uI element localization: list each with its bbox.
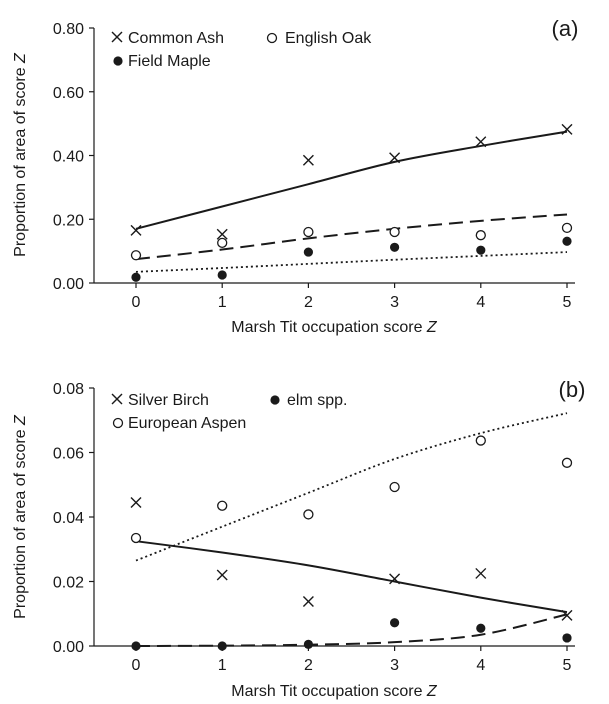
panel-b-x-tick-label: 1 xyxy=(218,657,227,674)
panel-a-fit-line-english-oak xyxy=(135,213,568,261)
panel-b-y-tick-label: 0.02 xyxy=(53,575,84,592)
legend-label-silver-birch: Silver Birch xyxy=(128,392,209,409)
panel-b-point-elm-spp xyxy=(131,641,141,651)
panel-b-point-european-aspen xyxy=(561,457,573,468)
panel-b-point-elm-spp xyxy=(303,639,313,649)
panel-b-point-european-aspen xyxy=(475,435,486,446)
panel-a-x-tick-label: 2 xyxy=(304,294,313,311)
panel-a-fit-line-field-maple xyxy=(135,251,568,273)
panel-b-x-axis-label: Marsh Tit occupation score Z xyxy=(231,683,438,700)
panel-b-point-elm-spp xyxy=(476,623,486,633)
legend-label-english-oak: English Oak xyxy=(285,30,372,47)
panel-b-fit-line-silver-birch xyxy=(135,540,568,614)
panel-a-point-field-maple xyxy=(303,247,313,257)
panel-a-point-common-ash xyxy=(475,136,487,148)
panel-b-legend: Silver Birch elm spp. European Aspen xyxy=(111,392,347,432)
panel-a-y-tick-label: 0.40 xyxy=(53,149,84,166)
panel-a-label: (a) xyxy=(552,16,579,41)
panel-b-y-tick-label: 0.06 xyxy=(53,446,84,463)
panel-a-x-tick-label: 5 xyxy=(563,294,572,311)
panel-a-x-axis-label: Marsh Tit occupation score Z xyxy=(231,319,438,336)
panel-b-y-axis-label: Proportion of area of score Z xyxy=(12,414,29,619)
panel-a-point-common-ash xyxy=(389,152,401,164)
panel-a-legend: Common Ash English Oak Field Maple xyxy=(111,30,372,70)
panel-b-point-silver-birch xyxy=(302,596,314,607)
legend-marker-silver-birch xyxy=(111,393,123,405)
legend-marker-elm xyxy=(270,395,280,405)
panel-b-point-silver-birch xyxy=(475,567,487,579)
panel-b-x-ticks: 0 1 2 3 4 5 xyxy=(132,646,572,674)
panel-b-fit-line-european-aspen xyxy=(135,412,568,562)
panel-b-x-tick-label: 3 xyxy=(390,657,399,674)
panel-b-point-silver-birch xyxy=(389,573,401,585)
legend-marker-field-maple xyxy=(113,56,123,66)
panel-a-x-tick-label: 3 xyxy=(390,294,399,311)
panel-b-fit-lines xyxy=(135,412,568,647)
panel-a-point-common-ash xyxy=(130,224,142,236)
panel-a-x-tick-label: 1 xyxy=(218,294,227,311)
panel-a-y-axis-label: Proportion of area of score Z xyxy=(12,52,29,257)
panel-a-points xyxy=(130,123,573,282)
panel-a-point-common-ash xyxy=(302,154,314,166)
panel-a-y-tick-label: 0.60 xyxy=(53,85,84,102)
panel-a-point-field-maple xyxy=(217,270,227,280)
panel-a-x-ticks: 0 1 2 3 4 5 xyxy=(132,283,572,311)
legend-label-common-ash: Common Ash xyxy=(128,30,224,47)
panel-b-y-tick-label: 0.08 xyxy=(53,381,84,398)
legend-marker-english-oak xyxy=(266,32,278,44)
panel-a-point-english-oak xyxy=(303,226,314,238)
panel-b-point-silver-birch xyxy=(561,609,573,621)
panel-b-y-ticks: 0.00 0.02 0.04 0.06 0.08 xyxy=(53,381,94,656)
panel-b-y-tick-label: 0.00 xyxy=(53,639,84,656)
panel-a-y-ticks: 0.00 0.20 0.40 0.60 0.80 xyxy=(53,21,94,293)
panel-a-point-field-maple xyxy=(390,242,400,252)
panel-b-point-european-aspen xyxy=(389,481,400,493)
panel-a-point-common-ash xyxy=(561,123,573,135)
panel-b-y-tick-label: 0.04 xyxy=(53,510,84,527)
panel-b-points xyxy=(130,435,573,651)
panel-a-y-tick-label: 0.80 xyxy=(53,21,84,38)
panel-b: 0.00 0.02 0.04 0.06 0.08 0 1 2 3 4 5 (b) Marsh Ti… xyxy=(12,377,585,700)
panel-a-fit-line-common-ash xyxy=(135,130,568,230)
legend-label-elm: elm spp. xyxy=(287,392,347,409)
panel-a-point-field-maple xyxy=(131,272,141,282)
panel-a-point-english-oak xyxy=(389,226,400,238)
panel-b-x-tick-label: 4 xyxy=(476,657,485,674)
legend-marker-european-aspen xyxy=(112,417,124,429)
panel-a-x-tick-label: 0 xyxy=(132,294,141,311)
panel-b-point-european-aspen xyxy=(217,500,228,511)
panel-b-point-silver-birch xyxy=(130,496,142,508)
panel-b-point-european-aspen xyxy=(303,509,314,520)
panel-a-point-english-oak xyxy=(475,230,486,241)
panel-a-point-field-maple xyxy=(476,245,486,255)
panel-a-point-common-ash xyxy=(216,228,228,240)
panel-b-x-tick-label: 5 xyxy=(563,657,572,674)
panel-b-point-european-aspen xyxy=(130,532,142,544)
panel-a-point-english-oak xyxy=(130,250,142,261)
panel-b-x-tick-label: 2 xyxy=(304,657,313,674)
legend-marker-common-ash xyxy=(111,31,123,43)
panel-a-point-english-oak xyxy=(561,222,573,234)
panel-b-label: (b) xyxy=(559,377,586,402)
panel-b-point-elm-spp xyxy=(562,633,572,643)
panel-b-point-elm-spp xyxy=(217,641,227,651)
panel-a-point-english-oak xyxy=(217,237,228,248)
panel-a-y-tick-label: 0.20 xyxy=(53,212,84,229)
panel-a-x-tick-label: 4 xyxy=(476,294,485,311)
panel-b-x-tick-label: 0 xyxy=(132,657,141,674)
panel-a-point-field-maple xyxy=(562,236,572,246)
panel-b-point-silver-birch xyxy=(216,569,228,581)
legend-label-field-maple: Field Maple xyxy=(128,53,211,70)
panel-a-fit-lines xyxy=(135,130,568,273)
panel-a-y-tick-label: 0.00 xyxy=(53,276,84,293)
legend-label-european-aspen: European Aspen xyxy=(128,415,246,432)
panel-b-point-elm-spp xyxy=(390,618,400,628)
panel-b-fit-line-elm-spp xyxy=(135,613,568,647)
panel-a: 0.00 0.20 0.40 0.60 0.80 0 1 2 3 4 5 (a) Marsh Ti… xyxy=(12,16,578,336)
